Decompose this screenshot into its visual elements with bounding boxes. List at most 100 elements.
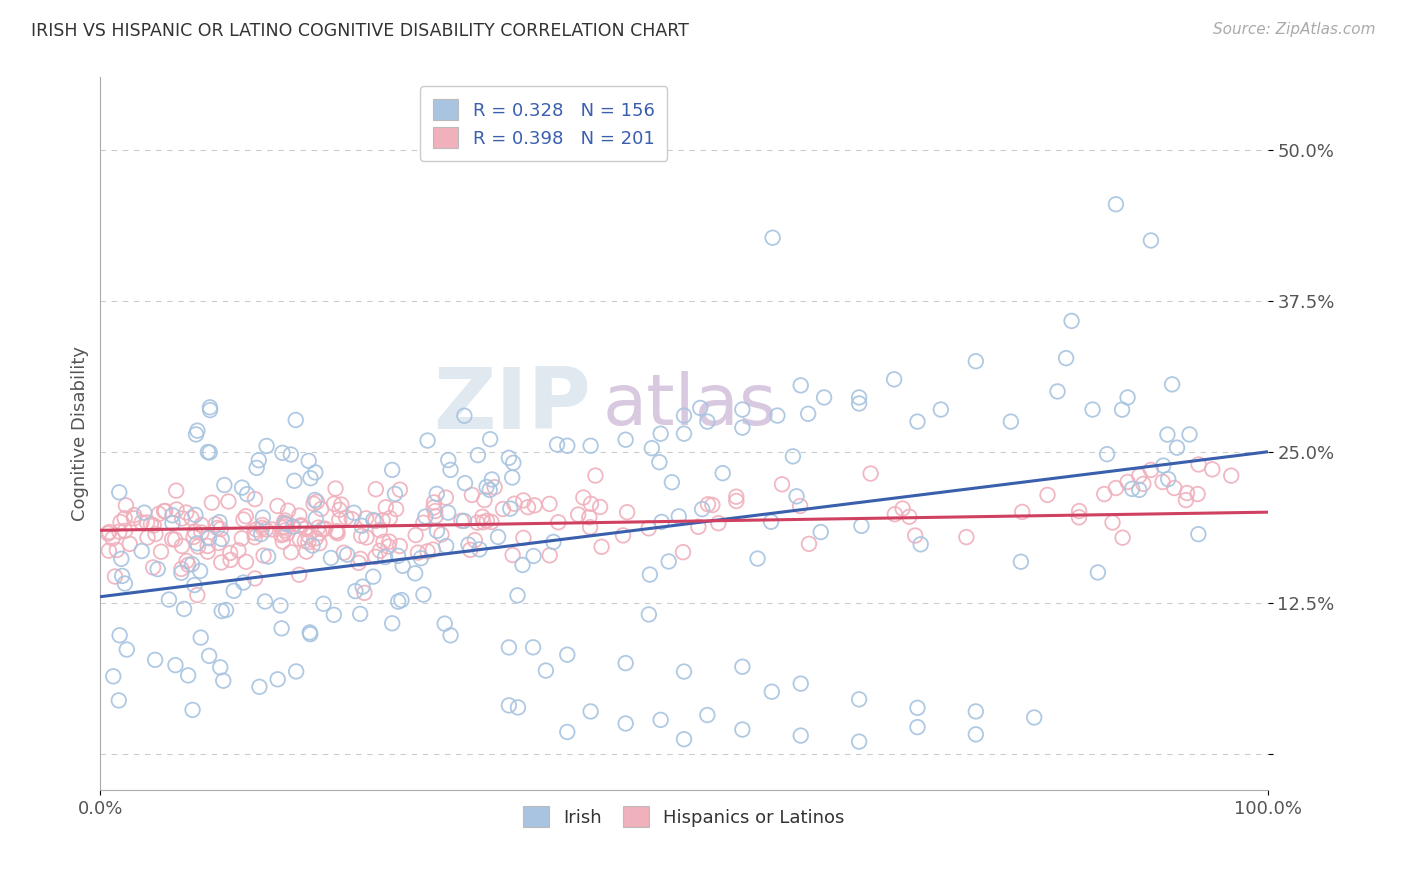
- Point: [1132, 476, 1154, 491]
- Point: [416, 544, 439, 558]
- Point: [689, 401, 711, 415]
- Point: [546, 437, 568, 451]
- Point: [201, 496, 224, 510]
- Point: [762, 231, 785, 245]
- Point: [295, 544, 318, 558]
- Point: [110, 515, 132, 529]
- Point: [136, 531, 159, 545]
- Point: [271, 527, 294, 541]
- Point: [512, 493, 534, 508]
- Point: [766, 409, 789, 423]
- Point: [236, 487, 259, 501]
- Point: [328, 513, 350, 527]
- Point: [467, 448, 489, 462]
- Point: [114, 524, 136, 538]
- Point: [269, 599, 291, 613]
- Point: [457, 538, 479, 552]
- Point: [378, 534, 401, 549]
- Point: [696, 708, 718, 723]
- Point: [294, 533, 316, 548]
- Point: [364, 549, 387, 564]
- Point: [165, 658, 187, 673]
- Point: [108, 628, 131, 642]
- Point: [391, 593, 413, 607]
- Point: [1187, 527, 1209, 541]
- Point: [352, 580, 374, 594]
- Point: [1116, 391, 1139, 405]
- Point: [145, 527, 167, 541]
- Point: [174, 506, 197, 520]
- Point: [555, 725, 578, 739]
- Point: [517, 500, 540, 515]
- Text: IRISH VS HISPANIC OR LATINO COGNITIVE DISABILITY CORRELATION CHART: IRISH VS HISPANIC OR LATINO COGNITIVE DI…: [31, 22, 689, 40]
- Point: [688, 520, 710, 534]
- Point: [406, 546, 429, 560]
- Point: [181, 703, 204, 717]
- Point: [232, 512, 254, 526]
- Point: [534, 664, 557, 678]
- Point: [347, 556, 370, 570]
- Point: [437, 506, 460, 520]
- Point: [101, 532, 124, 546]
- Point: [209, 556, 232, 570]
- Point: [219, 553, 242, 567]
- Point: [1024, 710, 1046, 724]
- Point: [302, 497, 325, 511]
- Point: [323, 497, 346, 511]
- Point: [276, 526, 298, 541]
- Point: [326, 526, 349, 541]
- Point: [184, 427, 207, 442]
- Point: [1069, 504, 1091, 518]
- Point: [851, 519, 873, 533]
- Point: [1087, 566, 1109, 580]
- Point: [391, 558, 413, 573]
- Point: [690, 502, 713, 516]
- Point: [177, 558, 200, 572]
- Point: [343, 506, 366, 520]
- Point: [186, 588, 208, 602]
- Point: [344, 584, 367, 599]
- Point: [1036, 488, 1059, 502]
- Point: [157, 592, 180, 607]
- Point: [486, 530, 509, 544]
- Point: [1178, 427, 1201, 442]
- Point: [110, 551, 132, 566]
- Point: [498, 450, 520, 465]
- Point: [297, 535, 319, 549]
- Point: [214, 478, 236, 492]
- Point: [731, 402, 754, 417]
- Text: Source: ZipAtlas.com: Source: ZipAtlas.com: [1212, 22, 1375, 37]
- Point: [297, 529, 319, 543]
- Point: [388, 483, 411, 497]
- Point: [354, 511, 377, 525]
- Point: [108, 485, 131, 500]
- Point: [1140, 234, 1163, 248]
- Point: [283, 474, 305, 488]
- Point: [412, 516, 434, 530]
- Point: [498, 640, 520, 655]
- Point: [475, 480, 498, 494]
- Point: [433, 616, 456, 631]
- Point: [197, 544, 219, 558]
- Point: [340, 512, 363, 526]
- Point: [325, 482, 347, 496]
- Point: [146, 562, 169, 576]
- Point: [155, 504, 177, 518]
- Point: [637, 521, 659, 535]
- Point: [122, 508, 145, 523]
- Point: [183, 530, 205, 544]
- Point: [481, 473, 503, 487]
- Point: [190, 518, 212, 533]
- Point: [416, 434, 439, 448]
- Point: [356, 531, 378, 545]
- Point: [638, 567, 661, 582]
- Point: [381, 616, 404, 631]
- Point: [848, 692, 870, 706]
- Point: [280, 545, 302, 559]
- Point: [770, 477, 793, 491]
- Point: [1111, 531, 1133, 545]
- Point: [567, 508, 589, 522]
- Point: [247, 453, 270, 467]
- Point: [301, 539, 323, 553]
- Point: [512, 558, 534, 572]
